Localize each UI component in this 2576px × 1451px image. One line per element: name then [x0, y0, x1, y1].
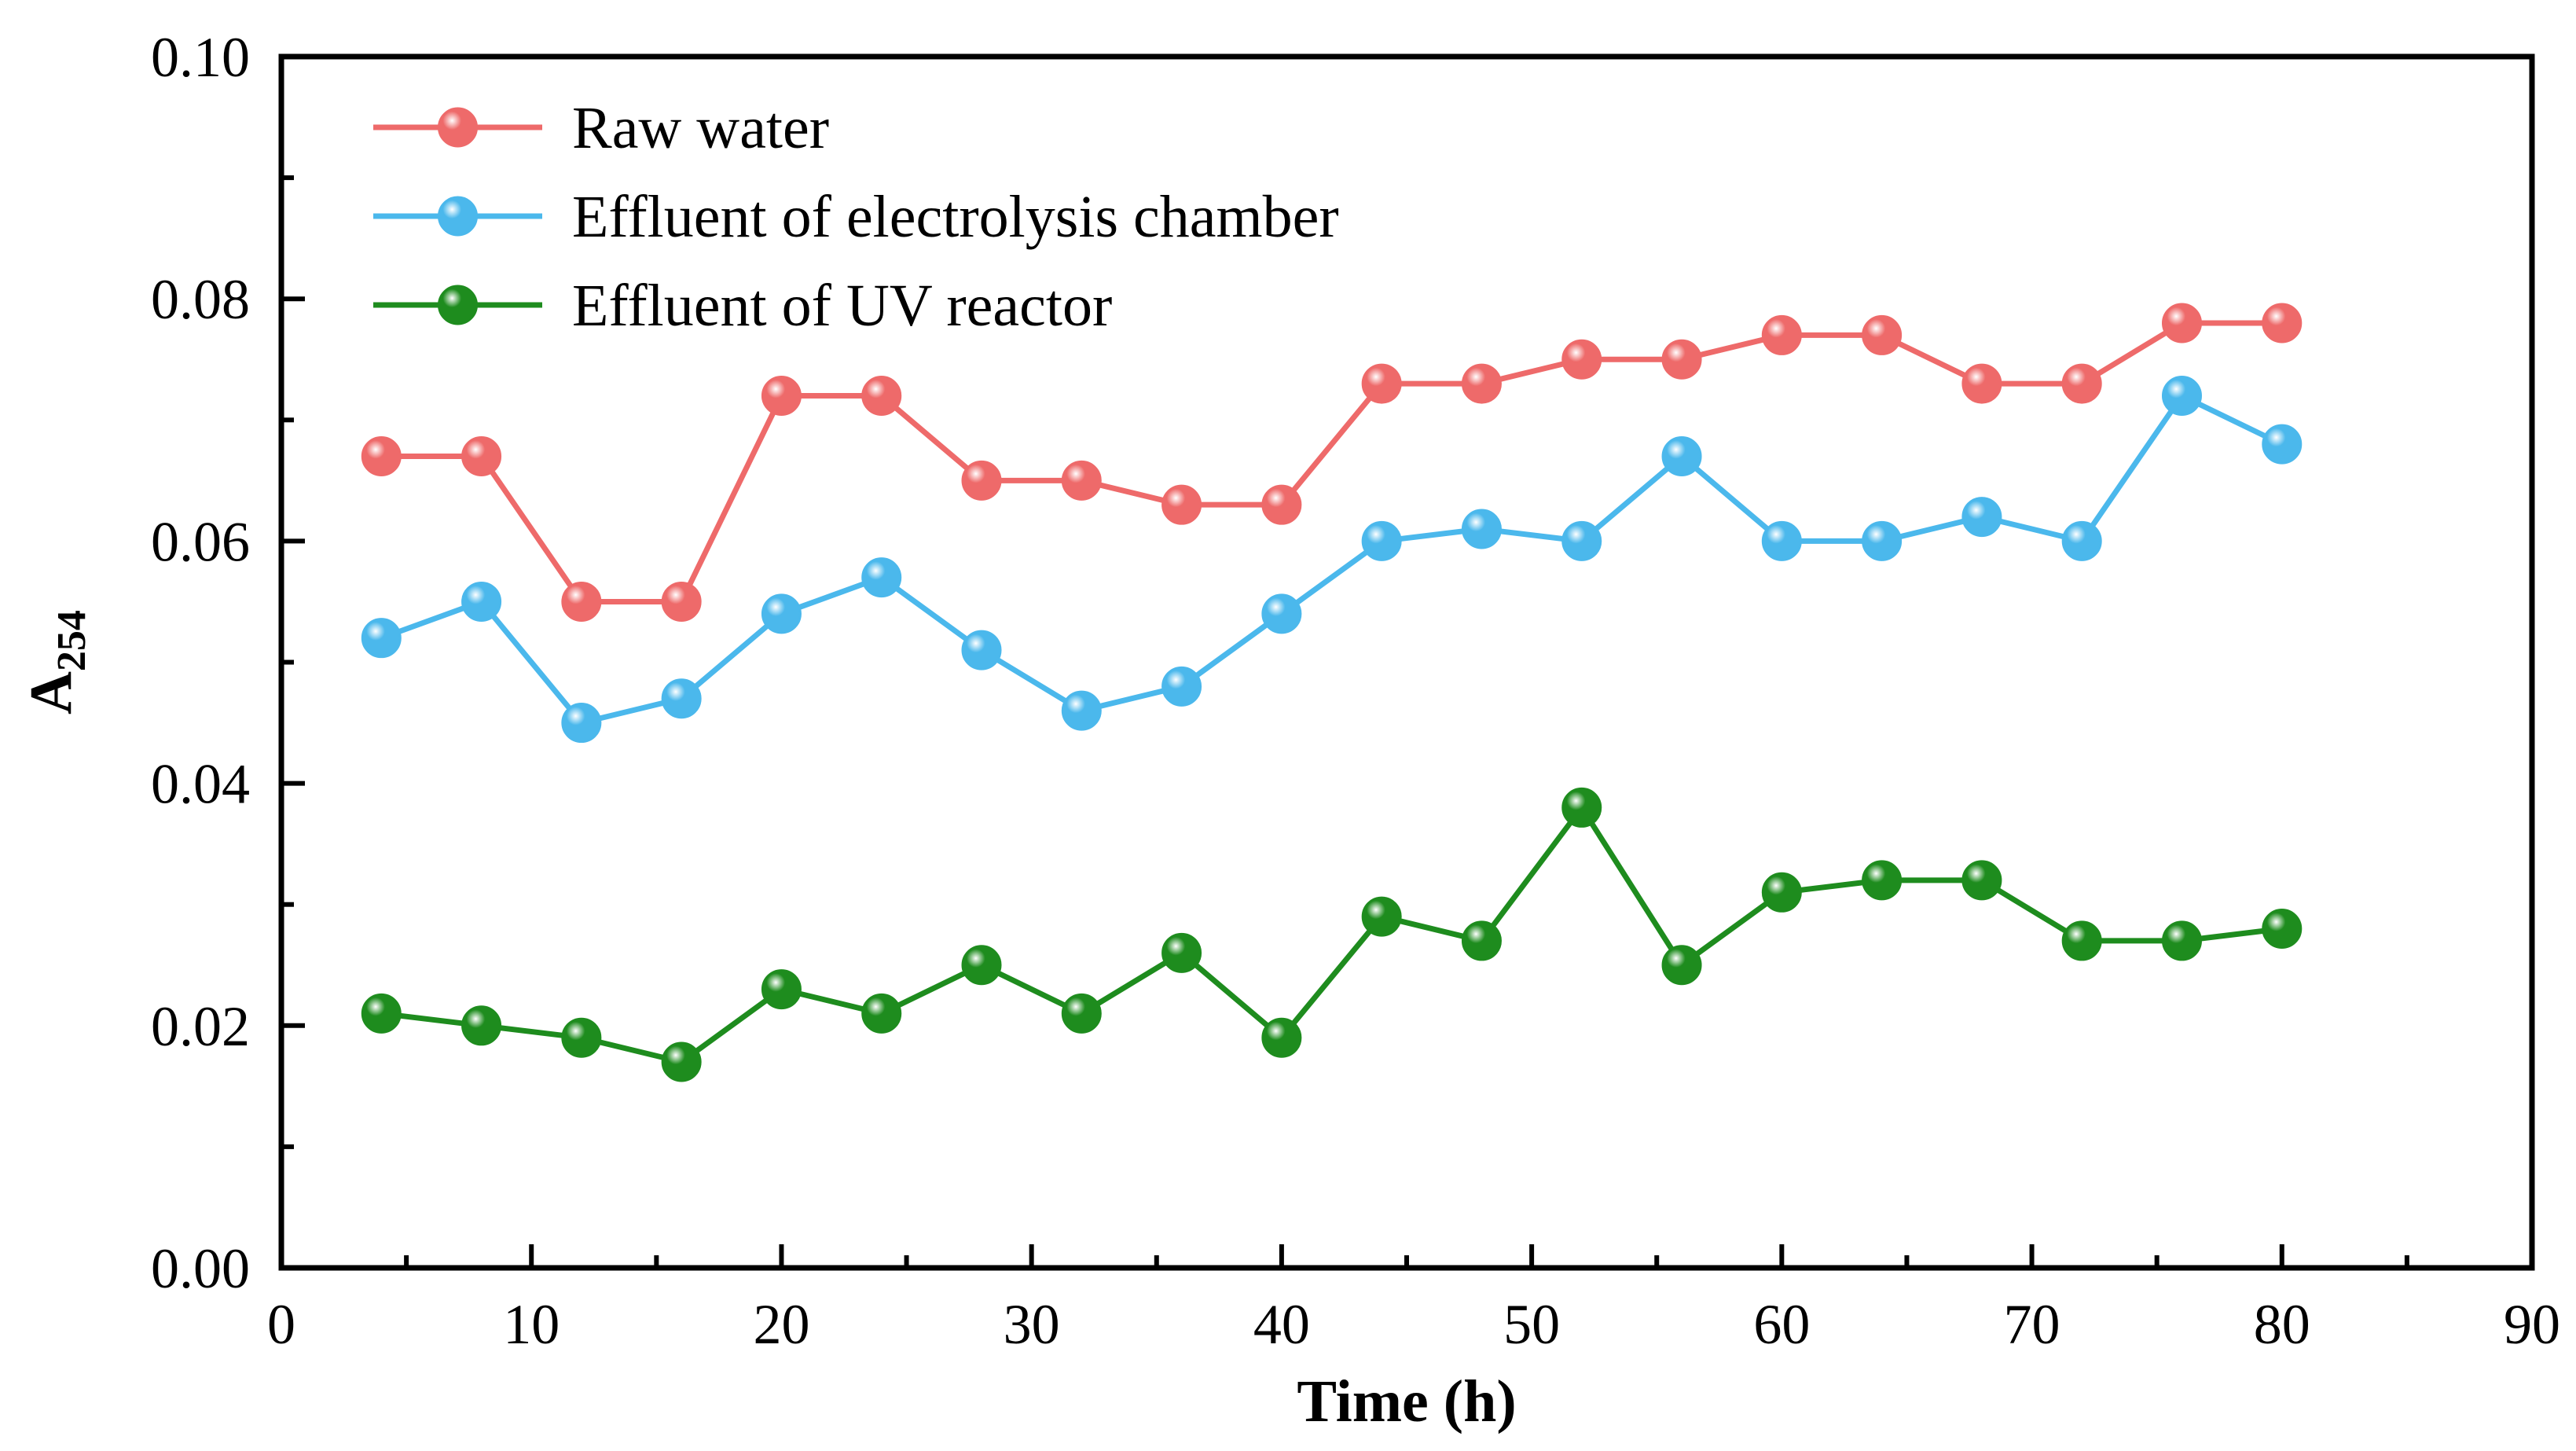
x-tick-label: 10 — [503, 1293, 560, 1356]
data-point — [361, 618, 402, 659]
data-point — [1761, 314, 1802, 355]
data-point — [1661, 945, 1702, 986]
x-tick-label: 30 — [1004, 1293, 1060, 1356]
data-point — [661, 581, 702, 622]
data-point — [1161, 484, 1202, 525]
data-point — [1761, 872, 1802, 913]
y-tick-label: 0.00 — [151, 1237, 250, 1300]
data-point — [861, 375, 902, 416]
data-point — [1961, 497, 2002, 538]
data-point — [2061, 920, 2102, 961]
y-axis-title-subscript: 254 — [50, 610, 94, 671]
data-point — [861, 993, 902, 1034]
data-point — [561, 1017, 602, 1058]
data-point — [361, 436, 402, 477]
y-axis-title-main: A — [18, 671, 84, 714]
data-point — [2262, 909, 2303, 950]
x-tick-label: 0 — [267, 1293, 295, 1356]
data-point — [1661, 339, 1702, 380]
data-point — [2262, 303, 2303, 343]
data-point — [661, 1041, 702, 1082]
data-point — [1261, 1017, 1302, 1058]
data-point — [961, 460, 1002, 501]
data-point — [1661, 436, 1702, 477]
series-1 — [361, 375, 2303, 744]
series-line — [380, 804, 2283, 1065]
data-point — [961, 630, 1002, 670]
data-point — [1061, 690, 1102, 731]
data-point — [761, 593, 802, 634]
series-line — [381, 320, 2282, 604]
data-point — [1061, 993, 1102, 1034]
x-tick-label: 40 — [1253, 1293, 1310, 1356]
data-point — [1461, 509, 1502, 549]
data-point — [1361, 520, 1402, 561]
y-tick-label: 0.10 — [151, 26, 250, 89]
data-point — [1161, 666, 1202, 707]
legend-marker — [438, 196, 478, 237]
data-point — [1862, 520, 1903, 561]
data-point — [1361, 363, 1402, 404]
data-point — [861, 557, 902, 598]
series-2 — [361, 787, 2303, 1082]
y-tick-label: 0.02 — [151, 995, 250, 1058]
data-point — [2061, 520, 2102, 561]
data-point — [561, 581, 602, 622]
series-layer — [361, 303, 2303, 1082]
data-point — [761, 969, 802, 1010]
data-point — [761, 375, 802, 416]
series-0 — [361, 303, 2303, 622]
data-point — [1061, 460, 1102, 501]
data-point — [1761, 520, 1802, 561]
x-axis-title: Time (h) — [1297, 1368, 1516, 1434]
data-point — [2262, 424, 2303, 465]
data-point — [1461, 363, 1502, 404]
data-point — [461, 581, 502, 622]
data-point — [1161, 932, 1202, 973]
y-tick-label: 0.06 — [151, 510, 250, 573]
x-tick-label: 20 — [753, 1293, 809, 1356]
data-point — [961, 945, 1002, 986]
legend: Raw water Effluent of electrolysis chambe… — [373, 95, 1339, 339]
legend-label: Raw water — [572, 95, 829, 161]
data-point — [1961, 860, 2002, 901]
legend-label: Effluent of UV reactor — [572, 273, 1112, 339]
data-point — [661, 678, 702, 719]
legend-item: Effluent of electrolysis chamber — [373, 184, 1339, 250]
axis-ticks — [279, 54, 2534, 1270]
data-point — [1862, 860, 1903, 901]
data-point — [1261, 484, 1302, 525]
data-point — [1862, 314, 1903, 355]
data-point — [1361, 896, 1402, 937]
data-point — [2161, 303, 2202, 343]
data-point — [2161, 375, 2202, 416]
y-tick-label: 0.04 — [151, 753, 250, 816]
legend-marker — [438, 107, 478, 148]
data-point — [1961, 363, 2002, 404]
data-point — [461, 1005, 502, 1046]
data-point — [2161, 920, 2202, 961]
data-point — [1561, 520, 1602, 561]
x-tick-label: 60 — [1753, 1293, 1810, 1356]
y-axis-title: A254 — [18, 610, 94, 714]
x-tick-label: 50 — [1503, 1293, 1560, 1356]
data-point — [561, 703, 602, 744]
legend-item: Raw water — [373, 95, 829, 161]
x-tick-label: 90 — [2504, 1293, 2560, 1356]
data-point — [1461, 920, 1502, 961]
data-point — [361, 993, 402, 1034]
legend-item: Effluent of UV reactor — [373, 273, 1112, 339]
data-point — [1561, 339, 1602, 380]
data-point — [2061, 363, 2102, 404]
data-point — [1261, 593, 1302, 634]
x-tick-label: 70 — [2004, 1293, 2060, 1356]
legend-label: Effluent of electrolysis chamber — [572, 184, 1339, 250]
x-tick-label: 80 — [2254, 1293, 2310, 1356]
y-tick-label: 0.08 — [151, 268, 250, 331]
data-point — [1561, 787, 1602, 828]
legend-marker — [438, 285, 478, 325]
data-point — [461, 436, 502, 477]
axes-layer: 0 10 20 30 40 50 60 70 80 90 0.00 0.02 0.04 0.06 0.08 0… — [151, 26, 2560, 1356]
